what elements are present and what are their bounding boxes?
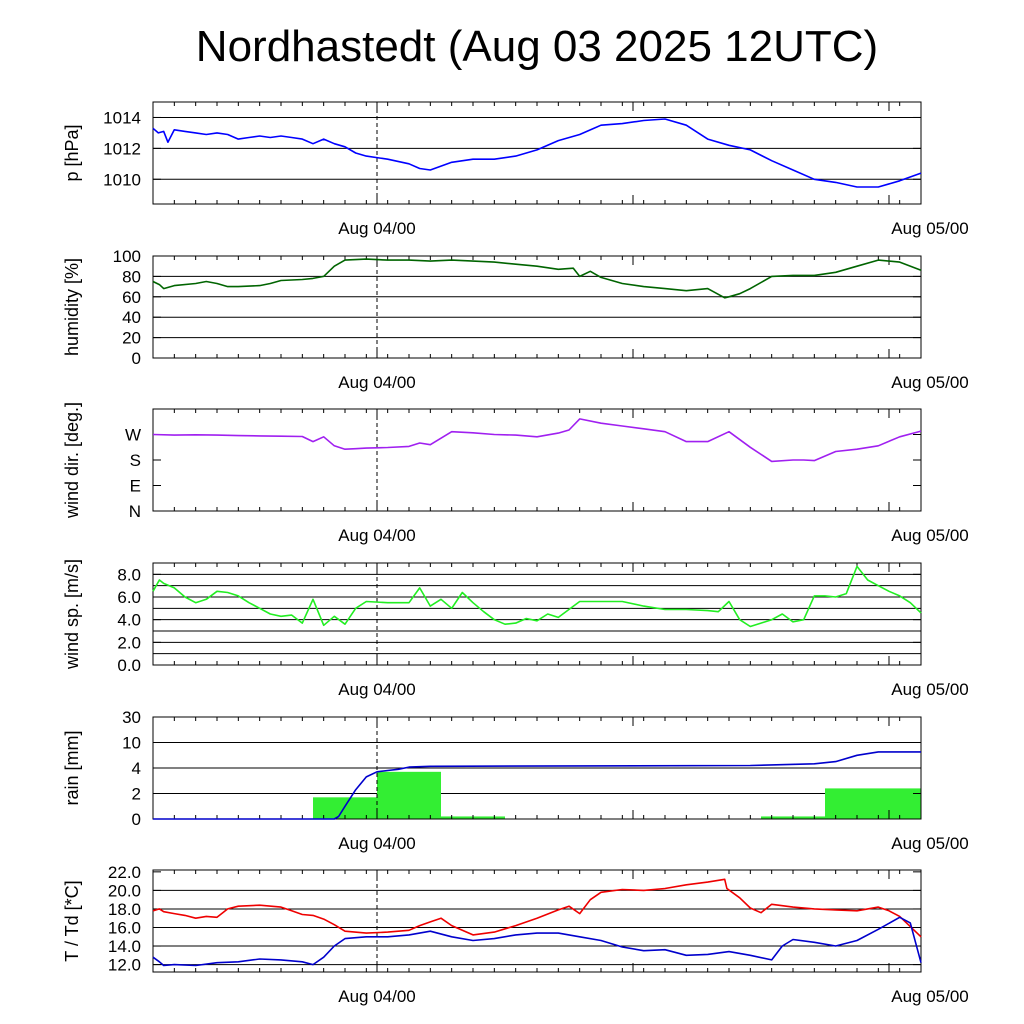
y-axis-label: T / Td [*C] <box>62 880 82 961</box>
y-tick-label: 1010 <box>103 170 141 189</box>
y-axis-label: wind dir. [deg.] <box>62 402 82 519</box>
y-tick-label: 22.0 <box>108 863 141 882</box>
series-line-temperature <box>152 878 922 938</box>
series-line-rain_cum <box>153 751 921 820</box>
y-tick-label: 16.0 <box>108 918 141 937</box>
panel-wind_speed: 0.0 2.0 4.0 6.0 8.0 wind sp. [m/s] Aug 04/00 Au… <box>62 559 969 699</box>
plot-frame <box>152 255 922 359</box>
y-tick-label: 0 <box>132 810 141 829</box>
y-tick-label: N <box>129 502 141 521</box>
series-line-humidity <box>152 258 922 299</box>
y-tick-label: 4 <box>132 759 141 778</box>
x-tick-label: Aug 04/00 <box>338 834 416 853</box>
series-line-dewpoint <box>152 916 922 967</box>
series-line-wind_dir <box>152 418 922 463</box>
y-tick-label: S <box>130 451 141 470</box>
y-tick-label: 20.0 <box>108 881 141 900</box>
y-tick-label: 4.0 <box>117 611 141 630</box>
rain-bar <box>313 797 377 819</box>
rain-bar <box>825 788 921 819</box>
x-tick-label: Aug 04/00 <box>338 526 416 545</box>
y-tick-label: 12.0 <box>108 956 141 975</box>
x-tick-label: Aug 04/00 <box>338 219 416 238</box>
y-tick-label: 18.0 <box>108 900 141 919</box>
y-tick-label: 0.0 <box>117 656 141 675</box>
panel-pressure: 1010 1012 1014 p [hPa] Aug 04/00 Aug 05/00 <box>62 101 969 238</box>
y-tick-label: E <box>130 477 141 496</box>
y-tick-label: 100 <box>113 247 141 266</box>
chart-title: Nordhastedt (Aug 03 2025 12UTC) <box>195 22 879 71</box>
rain-bar <box>377 771 441 819</box>
y-tick-label: 14.0 <box>108 937 141 956</box>
x-tick-label: Aug 05/00 <box>891 526 969 545</box>
x-tick-label: Aug 04/00 <box>338 680 416 699</box>
y-tick-label: 2 <box>132 785 141 804</box>
y-axis-label: p [hPa] <box>62 124 82 181</box>
y-tick-label: 6.0 <box>117 588 141 607</box>
series-line-pressure <box>152 118 922 188</box>
x-tick-label: Aug 04/00 <box>338 987 416 1006</box>
x-tick-label: Aug 05/00 <box>891 373 969 392</box>
y-tick-label: 80 <box>122 267 141 286</box>
y-tick-label: 0 <box>132 349 141 368</box>
y-tick-label: W <box>125 426 141 445</box>
y-tick-label: 8.0 <box>117 565 141 584</box>
plot-frame <box>152 869 922 973</box>
y-tick-label: 2.0 <box>117 633 141 652</box>
x-tick-label: Aug 04/00 <box>338 373 416 392</box>
y-axis-label: humidity [%] <box>62 258 82 356</box>
y-tick-label: 30 <box>122 708 141 727</box>
y-axis-label: wind sp. [m/s] <box>62 559 82 670</box>
x-tick-label: Aug 05/00 <box>891 219 969 238</box>
panel-temp: 12.014.016.018.020.022.0 T / Td [*C] Aug 0… <box>62 863 969 1006</box>
y-tick-label: 1012 <box>103 139 141 158</box>
y-axis-label: rain [mm] <box>62 730 82 805</box>
x-tick-label: Aug 05/00 <box>891 987 969 1006</box>
x-tick-label: Aug 05/00 <box>891 834 969 853</box>
y-tick-label: 20 <box>122 329 141 348</box>
x-tick-label: Aug 05/00 <box>891 680 969 699</box>
y-tick-label: 40 <box>122 308 141 327</box>
panel-rain: 0 2 4 10 30 rain [mm] Aug 04/00 Aug 05/00 <box>62 708 969 853</box>
series-line-wind_speed <box>152 565 922 628</box>
y-tick-label: 60 <box>122 288 141 307</box>
y-tick-label: 1014 <box>103 108 141 127</box>
y-tick-label: 10 <box>122 734 141 753</box>
